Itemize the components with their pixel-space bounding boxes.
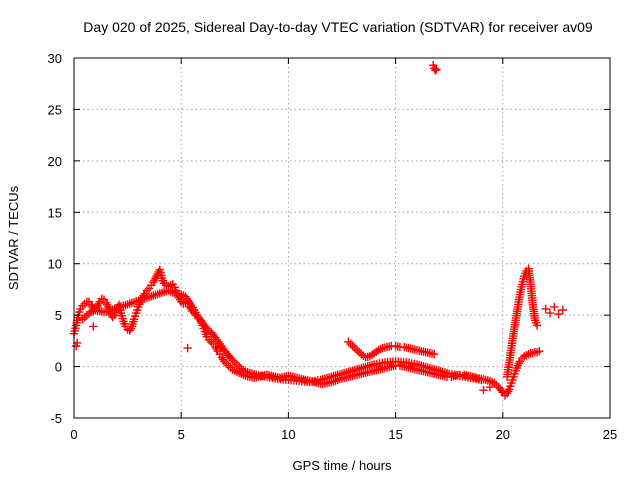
point-isolated-points	[431, 66, 440, 75]
x-tick-label: 20	[496, 427, 510, 442]
grid	[74, 58, 610, 418]
point-isolated-points	[183, 343, 192, 353]
y-axis-label: SDTVAR / TECUs	[6, 185, 21, 290]
point-main-track	[129, 315, 139, 324]
point-steep-rise	[532, 321, 542, 330]
x-tick-label: 0	[70, 427, 77, 442]
x-tick-label: 15	[388, 427, 402, 442]
point-isolated-points	[479, 386, 488, 395]
point-main-track	[75, 307, 84, 317]
x-tick-label: 25	[603, 427, 617, 442]
point-main-track	[130, 311, 140, 321]
point-late-cluster	[558, 305, 568, 315]
point-main-track	[505, 385, 514, 394]
y-tick-label: -5	[50, 411, 62, 426]
chart-title: Day 020 of 2025, Sidereal Day-to-day VTE…	[83, 19, 593, 35]
data-points	[69, 61, 568, 400]
axis-ticks: 0 5 10 15 20 25 -5 0 5 10 15 20 25 30	[48, 51, 618, 442]
x-axis-label: GPS time / hours	[293, 458, 392, 473]
point-main-track	[510, 369, 519, 378]
point-isolated-points	[485, 382, 495, 392]
point-isolated-points	[89, 322, 98, 331]
point-late-cluster	[554, 309, 563, 319]
x-tick-label: 10	[281, 427, 295, 442]
point-late-cluster	[541, 304, 550, 314]
point-upper-arc	[429, 350, 439, 359]
y-tick-label: 30	[48, 51, 62, 66]
point-late-cluster	[550, 302, 559, 312]
y-tick-label: 5	[55, 308, 62, 323]
point-isolated-points	[428, 61, 438, 70]
point-main-track	[131, 308, 141, 318]
y-tick-label: 15	[48, 205, 62, 220]
y-tick-label: 25	[48, 102, 62, 117]
point-main-track	[535, 346, 544, 356]
point-secondary-track	[477, 375, 486, 385]
point-main-track	[507, 378, 516, 388]
x-tick-label: 5	[178, 427, 185, 442]
plot-frame	[73, 57, 611, 419]
point-late-cluster	[545, 308, 555, 318]
y-tick-label: 10	[48, 257, 62, 272]
point-main-track	[508, 375, 517, 385]
point-isolated-points	[73, 338, 82, 348]
y-tick-label: 0	[55, 360, 62, 375]
point-main-track	[506, 381, 515, 391]
point-isolated-points	[432, 65, 441, 74]
y-tick-label: 20	[48, 154, 62, 169]
point-main-track	[133, 305, 142, 315]
